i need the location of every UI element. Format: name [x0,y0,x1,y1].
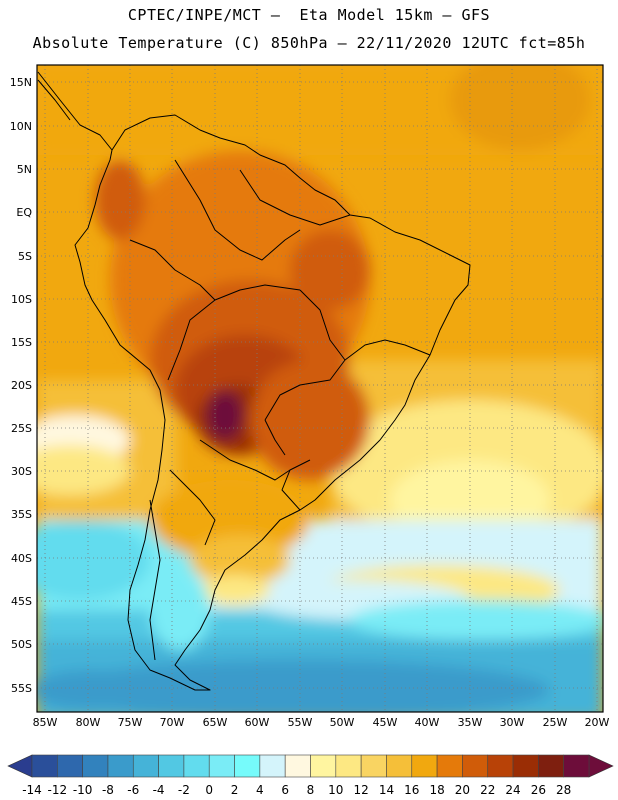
colorbar-swatch [335,754,362,778]
colorbar-swatch [436,754,463,778]
lon-label: 55W [288,716,313,729]
map-frame [36,64,604,713]
colorbar-swatch [310,754,337,778]
colorbar-label: 12 [353,783,368,797]
colorbar-swatch [563,754,590,778]
lon-label: 35W [458,716,483,729]
colorbar-label: 4 [256,783,264,797]
lat-label: 35S [11,508,32,521]
colorbar-label: 22 [480,783,495,797]
colorbar-swatch [462,754,489,778]
colorbar-label: 24 [505,783,520,797]
chart-subtitle: Absolute Temperature (C) 850hPa – 22/11/… [32,34,586,52]
chart-title: CPTEC/INPE/MCT – Eta Model 15km – GFS [127,6,491,24]
lat-label: 55S [11,682,32,695]
colorbar-label: 8 [307,783,315,797]
colorbar-swatch [512,754,539,778]
colorbar-right-arrow [588,754,614,778]
coastlines [37,71,471,691]
lon-label: 30W [500,716,525,729]
colorbar-label: -12 [48,783,68,797]
colorbar-label: -4 [153,783,165,797]
lat-label: 15S [11,336,32,349]
latitude-labels: 15N 10N 5N EQ 5S 10S 15S 20S 25S 30S 35S… [10,76,33,695]
lon-label: 20W [585,716,610,729]
lon-label: 70W [160,716,185,729]
colorbar-label: 26 [531,783,546,797]
lat-label: 10N [10,120,32,133]
lon-label: 75W [118,716,143,729]
colorbar-swatch [411,754,438,778]
colorbar-swatch [183,754,210,778]
colorbar-label: 2 [231,783,239,797]
lat-label: 5S [18,250,32,263]
colorbar-swatch [234,754,261,778]
colorbar-label: -8 [102,783,114,797]
colorbar-swatch [386,754,413,778]
colorbar-swatch [132,754,159,778]
colorbar-swatch [284,754,311,778]
lon-label: 50W [330,716,355,729]
lat-label: 40S [11,552,32,565]
longitude-labels: 85W 80W 75W 70W 65W 60W 55W 50W 45W 40W … [33,716,610,729]
colorbar-label: 18 [429,783,444,797]
colorbar-label: 0 [205,783,213,797]
colorbar-label: 6 [281,783,289,797]
colorbar-swatch [57,754,83,778]
colorbar-swatch [538,754,564,778]
lat-label: 50S [11,638,32,651]
colorbar-label: -6 [127,783,139,797]
colorbar-swatch [360,754,387,778]
lat-label: 45S [11,595,32,608]
lon-label: 85W [33,716,58,729]
lat-label: 15N [10,76,32,89]
colorbar-label: 10 [328,783,343,797]
lat-label: 5N [17,163,32,176]
lat-label: EQ [16,206,32,219]
lat-label: 30S [11,465,32,478]
colorbar-label: 16 [404,783,419,797]
colorbar-swatch [158,754,185,778]
colorbar: -14 -12 -10 -8 -6 -4 -2 0 2 4 6 8 10 12 14 16 18 20 22 24 26… [7,754,614,797]
colorbar-label: 28 [556,783,571,797]
temperature-field [37,65,603,712]
colorbar-label: -14 [22,783,42,797]
lon-label: 65W [203,716,228,729]
lon-label: 40W [415,716,440,729]
colorbar-swatch [107,754,134,778]
lon-label: 25W [543,716,568,729]
colorbar-swatch [31,754,58,778]
colorbar-swatch [259,754,286,778]
colorbar-swatch [82,754,109,778]
colorbar-swatch [487,754,514,778]
colorbar-label: -10 [73,783,93,797]
colorbar-label: 20 [455,783,470,797]
lat-label: 25S [11,422,32,435]
colorbar-label: -2 [178,783,190,797]
lon-label: 60W [245,716,270,729]
lat-label: 20S [11,379,32,392]
colorbar-label: 14 [379,783,394,797]
lon-label: 45W [373,716,398,729]
colorbar-swatch [208,754,235,778]
lat-label: 10S [11,293,32,306]
lon-label: 80W [76,716,101,729]
colorbar-left-arrow [7,754,33,778]
